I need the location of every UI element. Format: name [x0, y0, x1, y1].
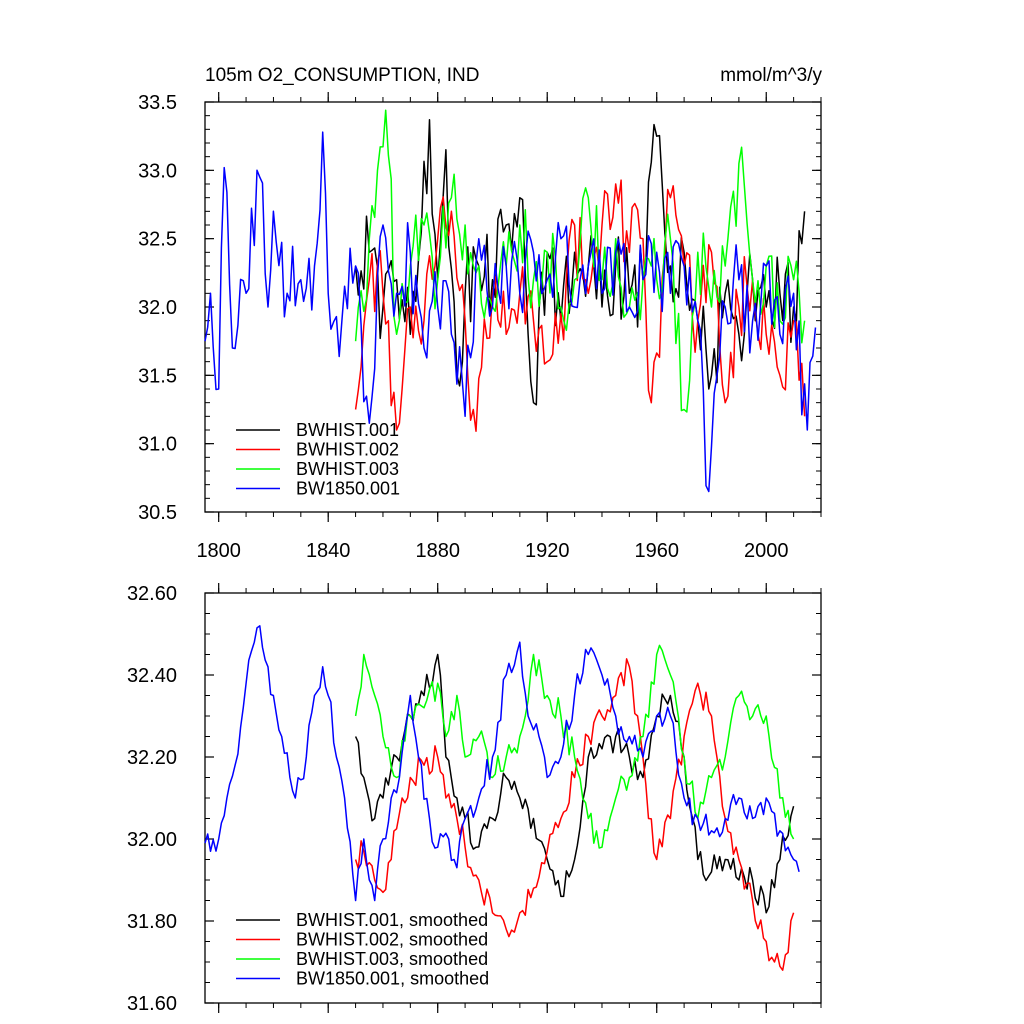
y-tick-label: 31.5	[138, 365, 177, 387]
legend-label: BWHIST.001	[296, 420, 399, 440]
series-line-4	[204, 625, 800, 902]
bottom-panel: 31.60 31.80 32.00 32.20 32.40 32.60 BWHIST.00…	[127, 583, 822, 1015]
legend-label: BWHIST.003, smoothed	[296, 949, 488, 969]
series-line-2	[354, 658, 795, 971]
legend-label: BWHIST.001, smoothed	[296, 910, 488, 930]
y-tick-label: 32.20	[127, 747, 177, 769]
top-series-group	[204, 109, 817, 493]
y-tick-label: 33.5	[138, 92, 177, 114]
top-axis-ticks: 30.5 31.0 31.5 32.0 32.5 33.0 33.5 1800 1840 1880…	[138, 92, 822, 562]
legend-label: BW1850.001, smoothed	[296, 969, 489, 989]
y-tick-label: 32.0	[138, 297, 177, 319]
y-tick-label: 31.80	[127, 911, 177, 933]
series-line-2	[354, 179, 806, 432]
series-line-3	[354, 109, 806, 413]
legend-label: BWHIST.002	[296, 440, 399, 460]
x-tick-label: 1920	[525, 540, 570, 562]
series-line-1	[354, 653, 795, 914]
y-tick-label: 32.5	[138, 229, 177, 251]
y-tick-label: 30.5	[138, 502, 177, 524]
y-tick-label: 32.00	[127, 829, 177, 851]
y-tick-label: 32.60	[127, 583, 177, 605]
x-tick-label: 1880	[415, 540, 460, 562]
units-label: mmol/m^3/y	[720, 65, 822, 86]
series-line-1	[354, 119, 806, 406]
bottom-axis-ticks: 31.60 31.80 32.00 32.20 32.40 32.60	[127, 583, 822, 1015]
legend-label: BWHIST.003	[296, 459, 399, 479]
y-tick-label: 33.0	[138, 160, 177, 182]
series-line-3	[354, 644, 795, 849]
y-tick-label: 32.40	[127, 665, 177, 687]
x-tick-label: 2000	[744, 540, 789, 562]
x-tick-label: 1800	[196, 540, 241, 562]
bottom-series-group	[204, 625, 800, 971]
legend-label: BWHIST.002, smoothed	[296, 930, 488, 950]
chart-title: 105m O2_CONSUMPTION, IND	[205, 65, 480, 86]
legend-label: BW1850.001	[296, 479, 400, 499]
y-tick-label: 31.60	[127, 993, 177, 1015]
x-tick-label: 1840	[306, 540, 351, 562]
top-panel: 105m O2_CONSUMPTION, IND mmol/m^3/y 30.5…	[138, 65, 822, 562]
x-tick-label: 1960	[634, 540, 679, 562]
y-tick-label: 31.0	[138, 434, 177, 456]
series-line-4	[204, 131, 817, 493]
